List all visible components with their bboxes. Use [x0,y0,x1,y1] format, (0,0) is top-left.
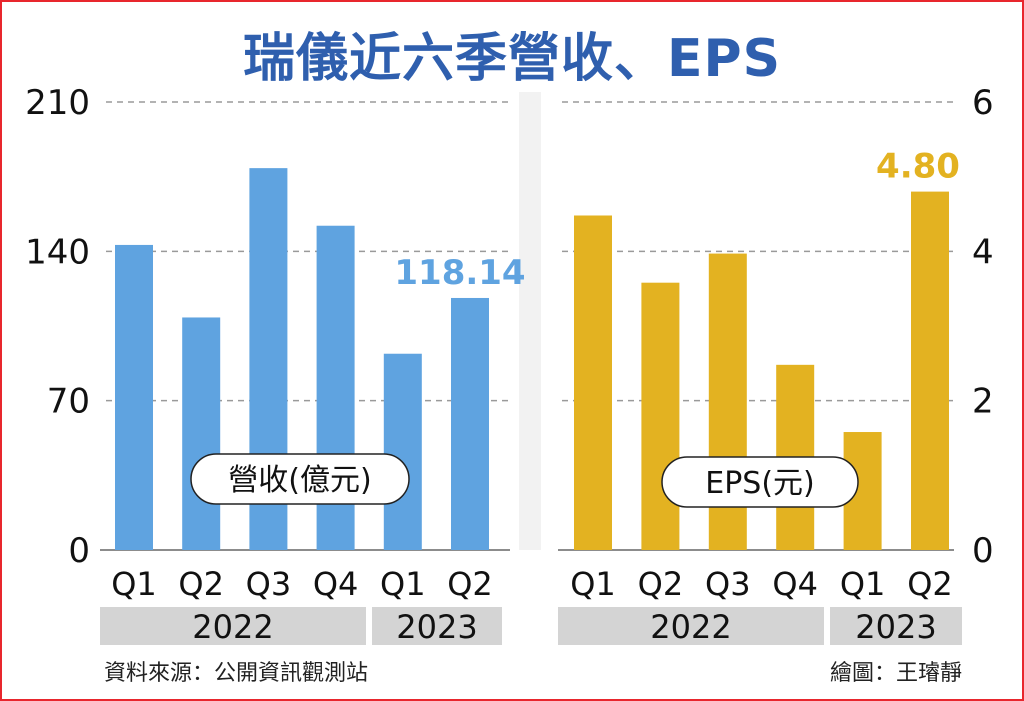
y-tick-label: 2 [972,382,994,422]
category-label: Q4 [313,565,359,603]
bar [641,282,680,550]
category-label: Q2 [907,565,953,603]
category-label: Q3 [246,565,292,603]
y-tick-label: 0 [972,531,994,571]
source-note: 資料來源：公開資訊觀測站 [104,661,369,686]
y-tick-label: 6 [972,83,994,123]
panel-separator [519,92,541,550]
bar [574,215,612,550]
category-label: Q3 [705,565,751,603]
year-group-box [372,607,502,645]
unit-label: 營收(億元) [228,463,371,498]
chart-title: 瑞儀近六季營收、EPS [242,29,782,89]
data-label: 118.14 [394,253,525,293]
bar [182,317,221,550]
year-group-box [558,607,824,645]
y-tick-label: 140 [25,232,90,272]
year-group-box [100,607,366,645]
category-label: Q4 [772,565,818,603]
category-label: Q2 [638,565,684,603]
year-group-label: 2022 [192,608,273,646]
unit-label-pill [661,456,859,508]
category-label: Q2 [447,565,493,603]
credit-note: 繪圖：王璿靜 [829,661,962,686]
year-group-label: 2022 [650,608,731,646]
year-group-label: 2023 [396,608,477,646]
unit-label: EPS(元) [705,466,815,501]
data-label: 4.80 [876,147,960,187]
year-group-box [830,607,962,645]
category-label: Q1 [840,565,886,603]
category-label: Q2 [178,565,224,603]
y-tick-label: 70 [47,382,90,422]
bar [115,244,153,550]
bar [451,297,489,550]
category-label: Q1 [111,565,157,603]
category-label: Q1 [570,565,616,603]
bar [383,353,422,550]
unit-label-pill [190,453,410,505]
y-tick-label: 210 [25,83,90,123]
y-tick-label: 0 [68,531,90,571]
year-group-label: 2023 [855,608,936,646]
bar [911,191,949,550]
y-tick-label: 4 [972,232,994,272]
category-label: Q1 [380,565,426,603]
